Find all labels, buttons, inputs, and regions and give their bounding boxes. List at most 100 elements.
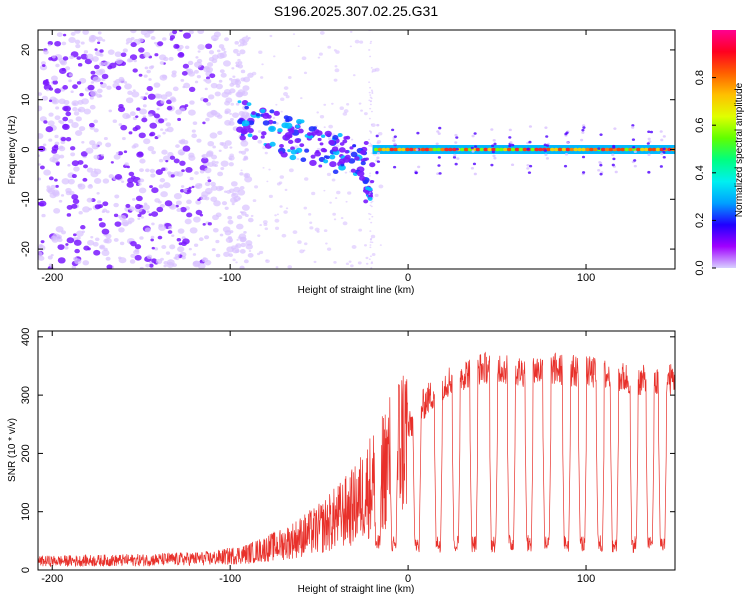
spectrogram-cluster-dot bbox=[279, 151, 284, 155]
spectrogram-noise-dot bbox=[139, 168, 144, 173]
spectrogram-noise-dot bbox=[38, 105, 43, 112]
spectrogram-noise-dot bbox=[194, 61, 202, 68]
spectrogram-noise-dot bbox=[223, 251, 230, 257]
spectrogram-noise-dot bbox=[135, 115, 139, 119]
spectrogram-noise-dot bbox=[126, 181, 134, 188]
spectrogram-cluster-dot bbox=[268, 125, 276, 132]
spectrogram-noise-dot bbox=[188, 71, 195, 77]
spectrogram-spike-dot bbox=[545, 157, 550, 160]
spectrogram-noise-dot bbox=[41, 95, 49, 101]
spectrogram-noise-dot bbox=[187, 60, 194, 66]
spectrogram-noise-dot bbox=[60, 194, 65, 197]
spectrogram-faint-dot bbox=[302, 249, 306, 252]
spectrogram-spike-dot bbox=[492, 154, 496, 158]
spectrogram-noise-dot bbox=[189, 227, 198, 234]
spectrogram-noise-dot bbox=[231, 112, 240, 118]
spectrogram-cluster-dot bbox=[357, 170, 365, 177]
spectrogram-band-dot bbox=[463, 147, 469, 152]
spectrogram-noise-dot bbox=[137, 217, 141, 220]
spectrogram-noise-dot bbox=[236, 223, 244, 230]
spectrogram-faint-dot bbox=[301, 56, 307, 61]
spectrogram-spike-dot bbox=[509, 141, 513, 144]
spectrogram-noise-dot bbox=[234, 41, 239, 45]
spectrogram-column-dot bbox=[369, 239, 372, 241]
spectrogram-noise-dot bbox=[146, 210, 150, 213]
spectrogram-noise-dot bbox=[240, 77, 246, 82]
spectrogram-noise-dot bbox=[128, 131, 133, 135]
spectrogram-cluster-dot bbox=[338, 147, 346, 153]
spectrogram-noise-dot bbox=[163, 56, 169, 62]
spectrogram-faint-dot bbox=[326, 247, 332, 251]
spectrogram-noise-dot bbox=[50, 75, 58, 82]
spectrogram-noise-dot bbox=[90, 170, 99, 178]
spectrogram-noise-dot bbox=[179, 151, 185, 156]
spectrogram-noise-dot bbox=[78, 126, 86, 132]
spectrogram-noise-dot bbox=[241, 111, 250, 118]
spectrogram-faint-dot bbox=[334, 65, 338, 68]
spectrogram-noise-dot bbox=[159, 74, 168, 81]
spectrogram-noise-dot bbox=[191, 129, 196, 133]
spectrogram-noise-dot bbox=[169, 37, 174, 41]
spectrogram-noise-dot bbox=[175, 109, 183, 115]
snr-series-line bbox=[38, 351, 675, 568]
spectrogram-noise-dot bbox=[218, 44, 225, 49]
spectrogram-spike-dot bbox=[527, 171, 532, 174]
spectrogram-cluster-dot bbox=[300, 157, 307, 162]
snr-plot-area bbox=[38, 331, 675, 570]
spectrogram-noise-dot bbox=[66, 205, 73, 210]
spectrogram-noise-dot bbox=[227, 215, 233, 220]
spectrogram-noise-dot bbox=[169, 155, 176, 160]
spectrogram-noise-dot bbox=[129, 54, 138, 61]
spectrogram-noise-dot bbox=[100, 153, 105, 157]
spectrogram-noise-dot bbox=[241, 204, 250, 211]
spectrogram-noise-dot bbox=[66, 213, 72, 217]
spectrogram-noise-dot bbox=[211, 185, 218, 191]
spectrogram-noise-dot bbox=[93, 249, 101, 256]
spectrogram-faint-dot bbox=[292, 230, 298, 235]
spectrogram-noise-dot bbox=[196, 138, 202, 143]
spectrogram-noise-dot bbox=[90, 90, 98, 97]
spectrogram-noise-dot bbox=[204, 235, 210, 240]
spectrogram-noise-dot bbox=[204, 181, 211, 187]
spectrogram-noise-dot bbox=[105, 142, 112, 148]
spectrogram-y-tick-label: -20 bbox=[20, 241, 32, 257]
spectrogram-noise-dot bbox=[222, 60, 231, 67]
spectrogram-noise-dot bbox=[114, 194, 120, 199]
spectrogram-noise-dot bbox=[148, 113, 153, 118]
spectrogram-cluster-dot bbox=[337, 133, 343, 138]
spectrogram-noise-dot bbox=[156, 206, 164, 213]
spectrogram-blob-dot bbox=[363, 199, 369, 204]
colorbar: 0.0 0.2 0.4 0.6 0.8 Normalized spectral ampl… bbox=[694, 30, 745, 276]
spectrogram-band-dot bbox=[444, 147, 449, 152]
spectrogram-noise-dot bbox=[129, 259, 136, 264]
spectrogram-noise-dot bbox=[131, 91, 140, 98]
spectrogram-faint-dot bbox=[303, 71, 308, 75]
spectrogram-noise-dot bbox=[195, 184, 200, 189]
spectrogram-noise-dot bbox=[165, 251, 171, 255]
spectrogram-noise-dot bbox=[121, 180, 125, 183]
spectrogram-spike-dot bbox=[491, 144, 495, 148]
spectrogram-noise-dot bbox=[88, 34, 97, 42]
spectrogram-noise-dot bbox=[60, 140, 66, 145]
spectrogram-spike-dot bbox=[493, 142, 497, 146]
spectrogram-noise-dot bbox=[154, 198, 161, 203]
spectrogram-faint-dot bbox=[259, 76, 264, 79]
spectrogram-noise-dot bbox=[71, 173, 77, 179]
spectrogram-noise-dot bbox=[213, 200, 221, 207]
spectrogram-band-dot bbox=[487, 147, 492, 152]
spectrogram-noise-dot bbox=[173, 192, 182, 200]
spectrogram-noise-dot bbox=[48, 99, 53, 103]
spectrogram-spike-dot bbox=[528, 140, 532, 144]
spectrogram-noise-dot bbox=[103, 61, 111, 67]
spectrogram-band-dot bbox=[432, 147, 437, 152]
spectrogram-column-dot bbox=[369, 244, 372, 246]
spectrogram-faint-dot bbox=[240, 169, 243, 172]
spectrogram-faint-dot bbox=[339, 106, 344, 110]
spectrogram-noise-dot bbox=[143, 51, 151, 58]
spectrogram-noise-dot bbox=[80, 151, 88, 157]
spectrogram-noise-dot bbox=[50, 184, 56, 190]
spectrogram-spike-dot bbox=[417, 165, 421, 169]
spectrogram-noise-dot bbox=[45, 126, 54, 133]
spectrogram-noise-dot bbox=[172, 30, 178, 35]
spectrogram-faint-dot bbox=[268, 168, 271, 171]
